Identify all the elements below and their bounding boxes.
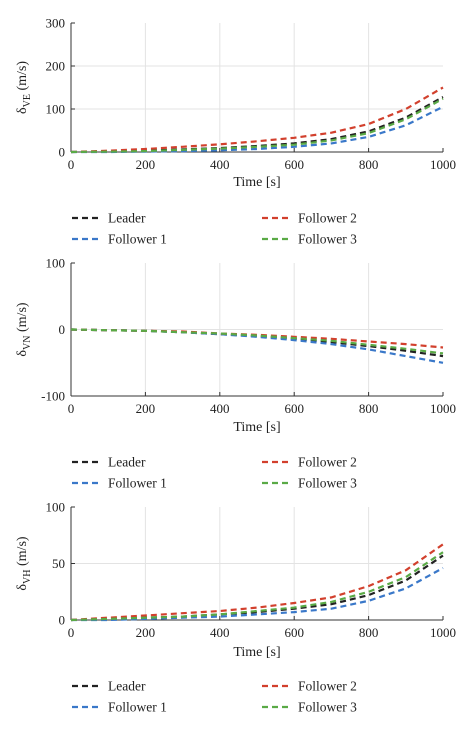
series-line-follower-1 <box>70 328 444 364</box>
legend-label: Follower 3 <box>298 700 357 715</box>
legend-label: Follower 2 <box>298 679 357 694</box>
x-tick-label: 0 <box>68 401 75 416</box>
series-line-leader <box>70 96 444 154</box>
y-tick-label: 0 <box>59 322 66 337</box>
y-axis-label: δVE (m/s) <box>15 61 33 114</box>
y-tick-label: 0 <box>59 145 66 160</box>
series-line-follower-3 <box>70 328 444 355</box>
series-line-follower-1 <box>71 567 444 622</box>
series-line-follower-2 <box>70 543 444 622</box>
series-line-leader <box>70 554 444 622</box>
x-tick-label: 200 <box>136 157 156 172</box>
x-tick-label: 1000 <box>430 401 456 416</box>
y-tick-label: 50 <box>52 556 65 571</box>
y-tick-label: 100 <box>46 256 66 271</box>
x-axis-label: Time [s] <box>233 645 280 660</box>
legend-label: Follower 2 <box>298 211 357 226</box>
y-axis-label: δVH (m/s) <box>15 536 33 590</box>
series-line-follower-1 <box>71 105 444 154</box>
y-tick-label: -100 <box>41 389 65 404</box>
legend-label: Follower 1 <box>108 700 167 715</box>
chart-panel-3: 0 200 400 600 800 1000 0 50 100 Time [s] δVH (m/s)… <box>15 500 456 715</box>
x-tick-label: 600 <box>284 401 304 416</box>
legend-label: Leader <box>108 211 146 226</box>
series-line-follower-2 <box>70 86 444 154</box>
x-tick-label: 800 <box>359 157 379 172</box>
legend-label: Follower 2 <box>298 455 357 470</box>
y-tick-label: 0 <box>59 613 66 628</box>
x-tick-label: 400 <box>210 157 230 172</box>
legend-label: Follower 3 <box>298 232 357 247</box>
legend-label: Follower 1 <box>108 476 167 491</box>
x-tick-label: 200 <box>136 401 156 416</box>
legend-label: Follower 3 <box>298 476 357 491</box>
x-tick-label: 0 <box>68 157 75 172</box>
legend-label: Leader <box>108 679 146 694</box>
y-tick-label: 100 <box>46 500 66 515</box>
series-line-follower-3 <box>70 551 444 622</box>
x-axis-label: Time [s] <box>233 175 280 190</box>
y-tick-label: 100 <box>46 102 66 117</box>
y-tick-label: 200 <box>46 59 66 74</box>
series-line-leader <box>70 328 444 358</box>
x-tick-label: 400 <box>210 625 230 640</box>
legend-label: Leader <box>108 455 146 470</box>
x-tick-label: 600 <box>284 157 304 172</box>
x-tick-label: 600 <box>284 625 304 640</box>
x-tick-label: 0 <box>68 625 75 640</box>
x-tick-label: 800 <box>359 401 379 416</box>
series-line-follower-3 <box>70 97 444 154</box>
x-axis-label: Time [s] <box>233 420 280 435</box>
x-tick-label: 1000 <box>430 157 456 172</box>
x-tick-label: 400 <box>210 401 230 416</box>
x-tick-label: 1000 <box>430 625 456 640</box>
x-tick-label: 200 <box>136 625 156 640</box>
x-tick-label: 800 <box>359 625 379 640</box>
legend-label: Follower 1 <box>108 232 167 247</box>
y-axis-label: δVN (m/s) <box>15 302 33 356</box>
series-line-follower-2 <box>70 328 444 349</box>
y-tick-label: 300 <box>46 16 66 31</box>
chart-panel-1: 0 200 400 600 800 1000 0 100 200 300 Time [s] δVE (… <box>15 16 456 247</box>
